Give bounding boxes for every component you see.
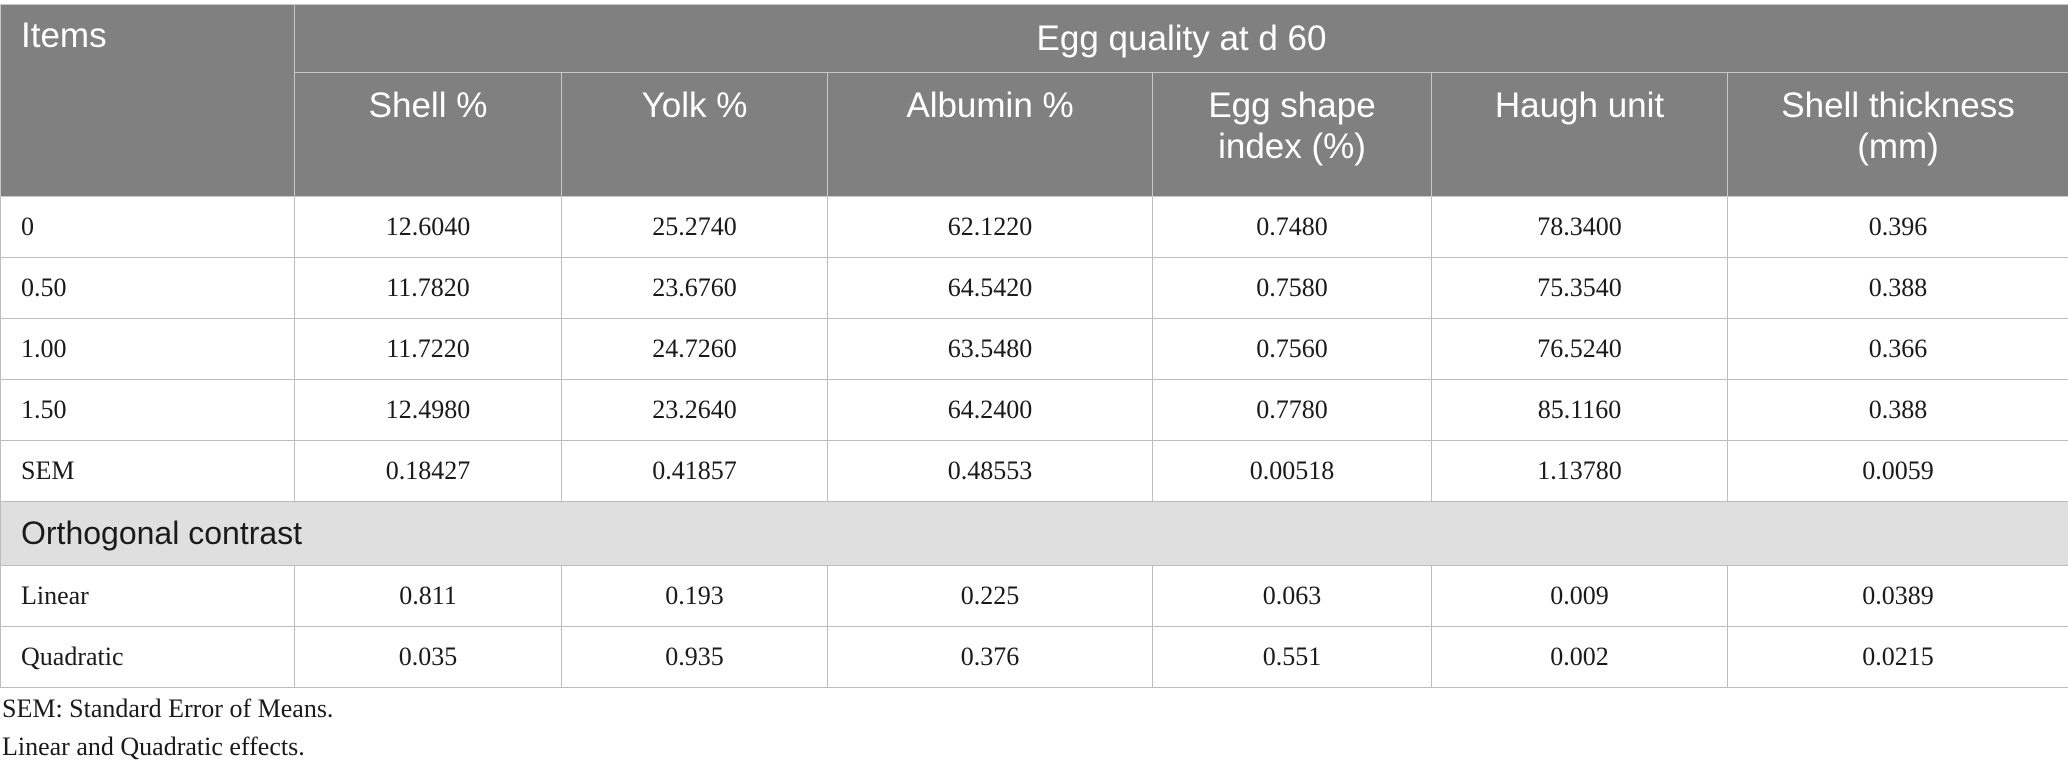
egg-quality-table-container: Items Egg quality at d 60 Shell % Yolk %… [0,4,2068,688]
table-cell: 0.035 [294,626,562,688]
table-cell: 64.2400 [827,379,1153,441]
table-cell: 63.5480 [827,318,1153,380]
table-cell: 0.388 [1726,379,2068,441]
row-label: 1.50 [0,379,295,441]
header-row-columns: Shell % Yolk % Albumin % Egg shape index… [1,72,2068,197]
column-header-shell-thickness: Shell thickness (mm) [1726,72,2068,197]
table-cell: 62.1220 [827,196,1153,258]
table-row: 1.00 11.7220 24.7260 63.5480 0.7560 76.5… [0,318,2068,380]
row-label: SEM [0,440,295,502]
table-cell: 0.00518 [1152,440,1432,502]
table-row: 0.50 11.7820 23.6760 64.5420 0.7580 75.3… [0,257,2068,319]
table-cell: 11.7220 [294,318,562,380]
table-cell: 0.7580 [1152,257,1432,319]
table-cell: 0.18427 [294,440,562,502]
table-cell: 0.063 [1152,565,1432,627]
column-header-albumin: Albumin % [827,72,1153,197]
header-row-group: Items Egg quality at d 60 [0,4,2068,197]
column-header-shell: Shell % [294,72,562,197]
table-cell: 0.811 [294,565,562,627]
table-row: SEM 0.18427 0.41857 0.48553 0.00518 1.13… [0,440,2068,502]
table-cell: 12.6040 [294,196,562,258]
table-cell: 0.376 [827,626,1153,688]
group-header: Egg quality at d 60 [293,4,2068,73]
table-cell: 0.551 [1152,626,1432,688]
footnotes: SEM: Standard Error of Means. Linear and… [2,690,333,766]
table-cell: 78.3400 [1431,196,1728,258]
table-cell: 0.0215 [1726,626,2068,688]
row-label: 0.50 [0,257,295,319]
table-cell: 0.41857 [561,440,828,502]
column-header-egg-shape-index: Egg shape index (%) [1152,72,1432,197]
table-cell: 0.0059 [1726,440,2068,502]
table-cell: 0.7780 [1152,379,1432,441]
egg-quality-table: Items Egg quality at d 60 Shell % Yolk %… [0,4,2068,688]
column-header-haugh-unit: Haugh unit [1431,72,1728,197]
column-header-yolk: Yolk % [561,72,828,197]
table-cell: 24.7260 [561,318,828,380]
table-cell: 0.366 [1726,318,2068,380]
table-cell: 0.193 [561,565,828,627]
table-cell: 0.48553 [827,440,1153,502]
table-cell: 0.935 [561,626,828,688]
table-cell: 11.7820 [294,257,562,319]
table-row: 1.50 12.4980 23.2640 64.2400 0.7780 85.1… [0,379,2068,441]
footnote-sem: SEM: Standard Error of Means. [2,694,334,723]
table-cell: 1.13780 [1431,440,1728,502]
row-label: Quadratic [0,626,295,688]
items-header: Items [0,4,295,197]
table-cell: 75.3540 [1431,257,1728,319]
table-cell: 25.2740 [561,196,828,258]
footnote-effects: Linear and Quadratic effects. [2,732,305,761]
section-label: Orthogonal contrast [0,501,2068,566]
row-label: 0 [0,196,295,258]
table-cell: 0.009 [1431,565,1728,627]
section-row-orthogonal-contrast: Orthogonal contrast [0,501,2068,566]
row-label: Linear [0,565,295,627]
table-row: 0 12.6040 25.2740 62.1220 0.7480 78.3400… [0,196,2068,258]
table-cell: 85.1160 [1431,379,1728,441]
table-cell: 0.225 [827,565,1153,627]
table-cell: 23.2640 [561,379,828,441]
table-row: Quadratic 0.035 0.935 0.376 0.551 0.002 … [0,626,2068,688]
table-row: Linear 0.811 0.193 0.225 0.063 0.009 0.0… [0,565,2068,627]
table-cell: 76.5240 [1431,318,1728,380]
row-label: 1.00 [0,318,295,380]
table-cell: 12.4980 [294,379,562,441]
table-cell: 0.396 [1726,196,2068,258]
table-cell: 23.6760 [561,257,828,319]
table-cell: 0.7480 [1152,196,1432,258]
table-cell: 0.388 [1726,257,2068,319]
table-cell: 0.7560 [1152,318,1432,380]
table-cell: 64.5420 [827,257,1153,319]
table-cell: 0.002 [1431,626,1728,688]
table-cell: 0.0389 [1726,565,2068,627]
